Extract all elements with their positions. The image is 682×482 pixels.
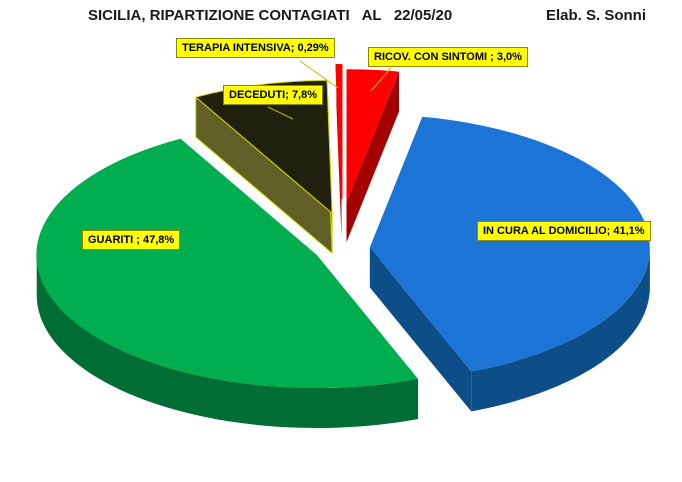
leader-line-2 <box>267 106 294 120</box>
slice-ricov-con-sintomi-top <box>346 69 399 203</box>
chart-title: SICILIA, RIPARTIZIONE CONTAGIATI AL 22/0… <box>88 7 453 24</box>
slice-in-cura-al-domicilio-top <box>369 116 650 372</box>
chart-credit: Elab. S. Sonni <box>546 7 647 24</box>
label-in-cura-al-domicilio: IN CURA AL DOMICILIO; 41,1% <box>477 221 651 241</box>
slice-ricov-con-sintomi-wall-1 <box>346 71 399 243</box>
leader-line-0 <box>299 60 339 89</box>
slice-in-cura-al-domicilio-rim <box>471 247 650 412</box>
slice-deceduti-top <box>195 79 333 214</box>
slice-guariti-top <box>36 138 419 389</box>
slice-terapia-intensiva-top <box>335 63 343 199</box>
label-terapia-intensiva: TERAPIA INTENSIVA; 0,29% <box>176 38 335 58</box>
slice-in-cura-al-domicilio-wall-1 <box>369 247 472 412</box>
label-ricoverati-sintomi: RICOV. CON SINTOMI ; 3,0% <box>368 47 528 67</box>
slice-guariti-rim <box>36 255 418 429</box>
leader-line-1 <box>370 67 392 92</box>
label-guariti: GUARITI ; 47,8% <box>82 230 181 250</box>
label-deceduti: DECEDUTI; 7,8% <box>223 85 324 105</box>
